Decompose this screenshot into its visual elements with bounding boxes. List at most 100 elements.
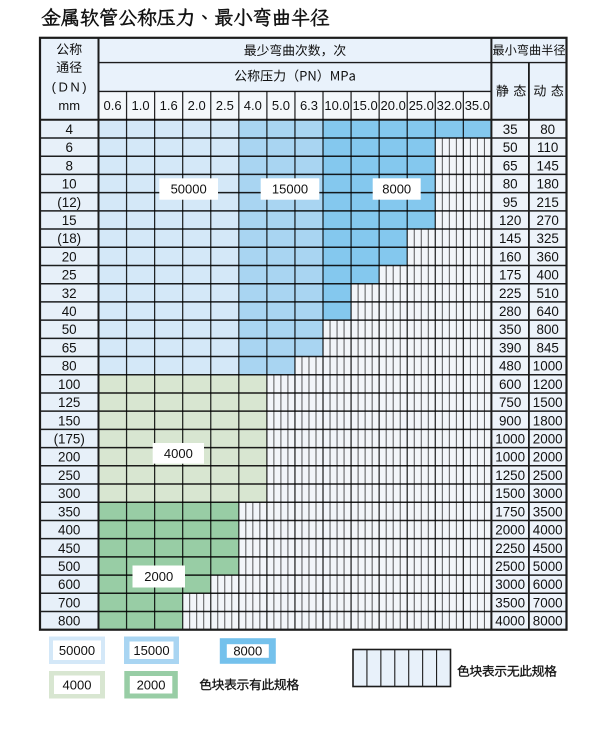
svg-text:150: 150	[58, 413, 80, 428]
svg-text:350: 350	[58, 504, 80, 519]
svg-text:10.0: 10.0	[324, 98, 349, 113]
svg-text:8000: 8000	[533, 614, 563, 629]
svg-text:800: 800	[58, 614, 80, 629]
svg-text:50: 50	[62, 322, 77, 337]
svg-text:2500: 2500	[533, 468, 563, 483]
svg-text:4000: 4000	[495, 614, 525, 629]
svg-text:15000: 15000	[133, 643, 169, 658]
svg-text:110: 110	[537, 140, 558, 155]
svg-text:300: 300	[58, 486, 80, 501]
svg-text:1750: 1750	[495, 504, 525, 519]
svg-text:6000: 6000	[533, 577, 563, 592]
svg-text:125: 125	[58, 395, 80, 410]
svg-text:50000: 50000	[59, 643, 95, 658]
svg-text:200: 200	[58, 450, 80, 465]
svg-text:80: 80	[62, 359, 77, 374]
svg-text:15000: 15000	[272, 182, 308, 197]
svg-text:(12): (12)	[57, 195, 81, 210]
svg-text:4000: 4000	[533, 523, 563, 538]
svg-text:20: 20	[62, 249, 77, 264]
svg-text:145: 145	[537, 158, 559, 173]
svg-text:2000: 2000	[533, 431, 563, 446]
svg-text:35: 35	[503, 122, 518, 137]
svg-text:35.0: 35.0	[465, 98, 490, 113]
svg-text:1800: 1800	[533, 413, 563, 428]
svg-text:0.6: 0.6	[103, 98, 121, 113]
svg-text:480: 480	[499, 359, 521, 374]
svg-text:95: 95	[503, 195, 518, 210]
svg-text:10: 10	[62, 177, 77, 192]
svg-text:65: 65	[503, 158, 518, 173]
svg-text:270: 270	[537, 213, 559, 228]
svg-text:250: 250	[58, 468, 80, 483]
svg-text:1.0: 1.0	[132, 98, 150, 113]
svg-text:175: 175	[499, 268, 521, 283]
svg-text:3000: 3000	[533, 486, 563, 501]
svg-text:(DN): (DN)	[52, 79, 89, 94]
svg-text:1000: 1000	[495, 450, 525, 465]
svg-text:180: 180	[537, 177, 559, 192]
svg-text:2500: 2500	[495, 559, 525, 574]
svg-text:390: 390	[499, 340, 521, 355]
svg-text:mm: mm	[58, 98, 80, 113]
svg-text:3000: 3000	[495, 577, 525, 592]
svg-text:450: 450	[58, 541, 80, 556]
svg-text:65: 65	[62, 340, 77, 355]
svg-text:400: 400	[537, 268, 559, 283]
svg-text:600: 600	[499, 377, 521, 392]
svg-text:2000: 2000	[137, 677, 166, 692]
svg-text:120: 120	[499, 213, 521, 228]
svg-text:2000: 2000	[495, 523, 525, 538]
svg-text:1000: 1000	[533, 359, 563, 374]
svg-text:600: 600	[58, 577, 80, 592]
svg-text:640: 640	[537, 304, 559, 319]
svg-text:280: 280	[499, 304, 521, 319]
svg-text:900: 900	[499, 413, 521, 428]
svg-text:400: 400	[58, 523, 80, 538]
svg-text:4.0: 4.0	[244, 98, 262, 113]
svg-text:2250: 2250	[495, 541, 525, 556]
svg-text:2000: 2000	[533, 450, 563, 465]
svg-text:845: 845	[537, 340, 559, 355]
svg-text:360: 360	[537, 249, 559, 264]
svg-text:(18): (18)	[57, 231, 81, 246]
svg-text:750: 750	[499, 395, 521, 410]
svg-text:3500: 3500	[533, 504, 563, 519]
svg-text:8: 8	[65, 158, 72, 173]
svg-text:1.6: 1.6	[160, 98, 178, 113]
svg-text:15: 15	[62, 213, 77, 228]
svg-text:1500: 1500	[495, 486, 525, 501]
svg-text:160: 160	[499, 249, 521, 264]
svg-text:(175): (175)	[54, 431, 85, 446]
svg-text:25.0: 25.0	[409, 98, 434, 113]
svg-text:5000: 5000	[533, 559, 563, 574]
svg-text:4000: 4000	[63, 677, 92, 692]
svg-text:80: 80	[503, 177, 518, 192]
svg-text:6: 6	[65, 140, 72, 155]
svg-text:1500: 1500	[533, 395, 563, 410]
svg-text:50000: 50000	[171, 182, 207, 197]
svg-text:15.0: 15.0	[352, 98, 377, 113]
svg-text:8000: 8000	[233, 644, 262, 659]
svg-text:2000: 2000	[144, 569, 173, 584]
svg-text:3500: 3500	[495, 595, 525, 610]
svg-text:225: 225	[499, 286, 521, 301]
svg-text:2.5: 2.5	[216, 98, 234, 113]
svg-text:510: 510	[537, 286, 559, 301]
svg-text:350: 350	[499, 322, 521, 337]
svg-text:50: 50	[503, 140, 518, 155]
svg-text:800: 800	[537, 322, 559, 337]
svg-text:2.0: 2.0	[188, 98, 206, 113]
svg-text:80: 80	[540, 122, 555, 137]
svg-text:4000: 4000	[164, 446, 193, 461]
svg-text:5.0: 5.0	[272, 98, 290, 113]
svg-text:1250: 1250	[495, 468, 525, 483]
svg-text:500: 500	[58, 559, 80, 574]
svg-text:1200: 1200	[533, 377, 563, 392]
svg-text:7000: 7000	[533, 595, 563, 610]
svg-text:32: 32	[62, 286, 77, 301]
svg-text:8000: 8000	[382, 182, 411, 197]
svg-text:32.0: 32.0	[437, 98, 462, 113]
svg-text:325: 325	[537, 231, 559, 246]
svg-text:100: 100	[58, 377, 80, 392]
